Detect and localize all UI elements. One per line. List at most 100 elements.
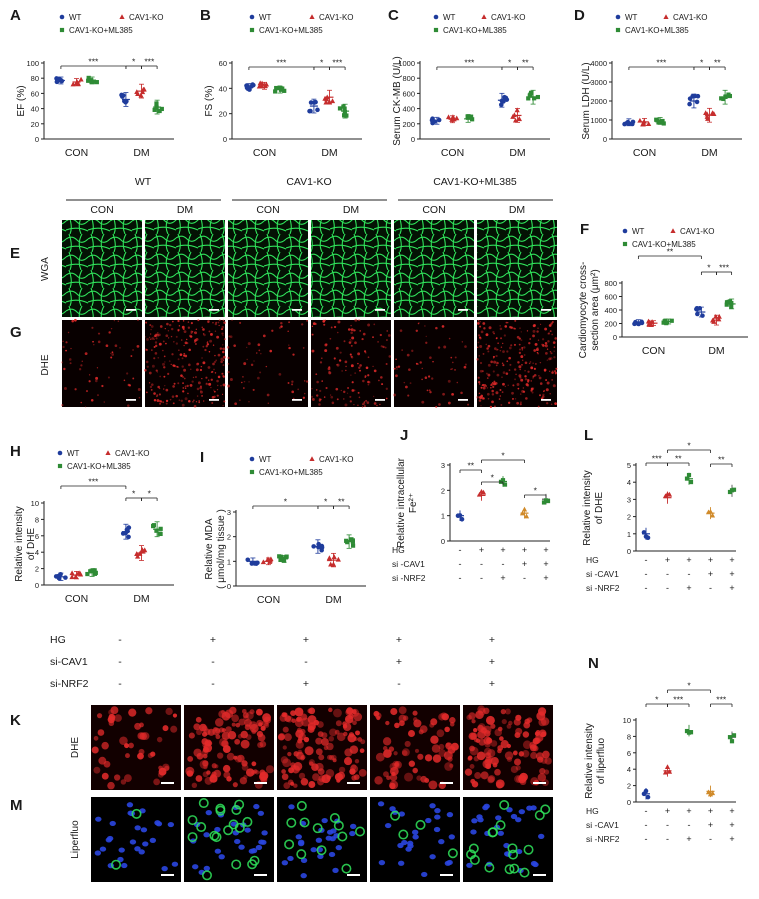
dhe-signal — [241, 381, 243, 384]
dhe-signal — [482, 386, 486, 390]
data-point — [669, 318, 674, 323]
dhe-signal — [501, 391, 504, 394]
y-tick-label: 1 — [441, 512, 445, 521]
dhe-signal — [243, 387, 245, 389]
y-tick-label: 40 — [219, 84, 227, 93]
dhe-signal — [429, 356, 432, 359]
dhe-signal — [80, 364, 83, 367]
y-tick-label: 0 — [627, 547, 631, 556]
dhe-cell-signal — [241, 760, 248, 767]
dhe-cell-signal — [375, 752, 385, 762]
dhe-signal — [259, 371, 262, 374]
dhe-signal — [208, 383, 210, 385]
legend-label: CAV1-KO+ML385 — [67, 462, 131, 471]
nucleus — [295, 834, 302, 840]
dhe-signal — [486, 387, 489, 389]
dhe-signal — [84, 352, 88, 356]
dhe-cell-signal — [329, 728, 337, 737]
dhe-cell-signal — [487, 776, 495, 784]
dhe-signal — [340, 389, 342, 392]
lipid-peroxide-signal — [355, 826, 366, 837]
lipid-peroxide-signal — [466, 849, 477, 860]
x-category-label: DM — [321, 147, 337, 159]
dhe-signal — [521, 364, 523, 366]
data-point — [705, 116, 711, 121]
dhe-signal — [319, 389, 322, 393]
dhe-cell-signal — [282, 758, 292, 768]
row-label-dhe: DHE — [40, 354, 51, 375]
dhe-signal — [167, 330, 170, 332]
dhe-signal — [483, 327, 486, 330]
treatment-sign: + — [729, 569, 734, 579]
dhe-signal — [153, 357, 156, 360]
dhe-signal — [164, 327, 166, 330]
dhe-signal — [243, 362, 247, 366]
treatment-sign: + — [729, 834, 734, 844]
dhe-signal — [476, 395, 479, 399]
dhe-signal — [539, 382, 543, 385]
liperfluo-micrograph — [277, 797, 367, 882]
dhe-signal — [506, 321, 509, 324]
dhe-cell-signal — [113, 774, 121, 781]
nucleus — [171, 861, 179, 867]
dhe-cell-signal — [300, 728, 306, 735]
dhe-signal — [213, 368, 215, 371]
y-tick-label: 2 — [441, 486, 445, 495]
significance-label: * — [132, 57, 136, 67]
dhe-cell-signal — [500, 709, 506, 715]
treatment-sign: + — [686, 555, 691, 565]
data-point — [154, 528, 159, 533]
dhe-signal — [502, 371, 506, 374]
nucleus — [412, 834, 419, 840]
dhe-cell-signal — [504, 751, 514, 760]
scale-bar — [533, 782, 546, 784]
dhe-cell-signal — [401, 750, 408, 756]
dhe-signal — [493, 360, 497, 364]
dhe-signal — [302, 396, 306, 399]
legend-label: WT — [259, 455, 272, 464]
dhe-signal — [149, 385, 153, 389]
lipid-peroxide-signal — [299, 817, 310, 828]
dhe-signal — [183, 344, 185, 347]
dhe-signal — [380, 345, 383, 348]
dhe-cell-signal — [447, 745, 456, 754]
dhe-signal — [500, 337, 503, 340]
dhe-signal — [517, 361, 520, 364]
dhe-cell-signal — [312, 773, 320, 781]
scale-bar — [375, 309, 385, 311]
nucleus — [421, 871, 428, 878]
x-category-label: DM — [701, 147, 717, 159]
dhe-signal — [526, 383, 530, 387]
data-point — [316, 541, 321, 547]
dhe-cell-signal — [438, 743, 445, 750]
dhe-cell-signal — [125, 753, 130, 759]
dhe-cell-signal — [398, 706, 407, 715]
data-point — [92, 571, 98, 576]
dhe-signal — [385, 339, 388, 342]
dhe-signal — [506, 350, 509, 353]
dhe-signal — [385, 397, 388, 400]
dhe-signal — [550, 403, 553, 405]
dhe-signal — [117, 320, 120, 322]
dhe-cell-signal — [249, 709, 255, 715]
dhe-signal — [408, 368, 411, 372]
dhe-signal — [74, 388, 77, 391]
data-point — [151, 523, 156, 528]
y-tick-label: 8 — [35, 515, 39, 524]
dhe-signal — [373, 323, 376, 326]
dhe-signal — [191, 380, 194, 383]
dhe-signal — [552, 384, 556, 388]
dhe-signal — [156, 333, 160, 337]
dhe-signal — [205, 382, 208, 386]
dhe-signal — [395, 374, 398, 378]
dhe-cell-signal — [544, 757, 552, 765]
dhe-signal — [529, 338, 531, 340]
y-tick-label: 0 — [627, 798, 631, 807]
dhe-signal — [554, 337, 558, 340]
dhe-cell-signal — [389, 773, 398, 782]
dhe-signal — [291, 390, 295, 394]
dhe-signal — [331, 401, 335, 405]
lipid-peroxide-signal — [507, 843, 518, 854]
dhe-cell-signal — [404, 740, 411, 748]
dhe-signal — [532, 362, 534, 365]
